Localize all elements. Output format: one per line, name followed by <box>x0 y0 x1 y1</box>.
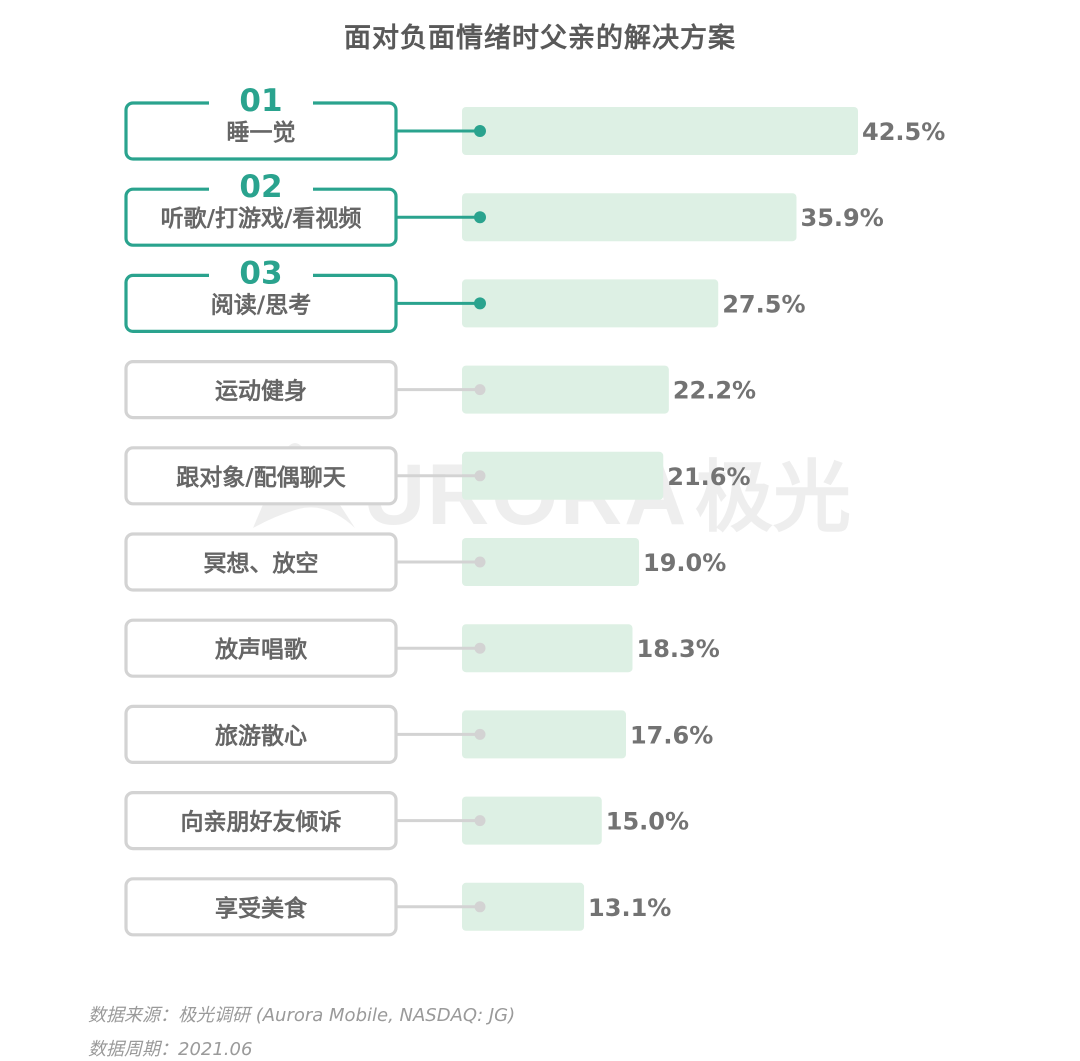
value-label: 22.2% <box>673 377 756 405</box>
connector-dot <box>474 901 486 913</box>
category-label: 享受美食 <box>215 895 308 922</box>
value-label: 13.1% <box>588 894 671 922</box>
value-label: 42.5% <box>862 118 945 146</box>
connector-dot <box>474 556 486 568</box>
category-label: 听歌/打游戏/看视频 <box>161 205 362 232</box>
rank-number: 02 <box>239 169 282 205</box>
rank-number: 01 <box>239 83 282 119</box>
connector-dot <box>474 728 486 740</box>
value-label: 27.5% <box>722 290 805 318</box>
chart-title: 面对负面情绪时父亲的解决方案 <box>344 23 736 54</box>
value-label: 17.6% <box>630 721 713 749</box>
value-label: 21.6% <box>667 463 750 491</box>
connector-dot <box>474 384 486 396</box>
rank-number: 03 <box>239 255 282 291</box>
value-label: 19.0% <box>643 549 726 577</box>
bar <box>462 279 719 328</box>
data-period-note: 数据周期：2021.06 <box>88 1039 253 1060</box>
category-label: 跟对象/配偶聊天 <box>176 464 346 491</box>
bar <box>462 796 602 845</box>
bar <box>462 538 640 586</box>
category-label: 冥想、放空 <box>204 550 319 577</box>
connector-dot <box>474 211 486 224</box>
bar <box>462 624 633 673</box>
category-label: 向亲朋好友倾诉 <box>181 809 342 836</box>
data-source-note: 数据来源：极光调研 (Aurora Mobile, NASDAQ: JG) <box>88 1005 516 1026</box>
rank-gap <box>209 173 313 198</box>
connector-dot <box>474 642 486 654</box>
bar <box>462 193 797 242</box>
category-label: 睡一觉 <box>227 120 296 146</box>
category-label: 旅游散心 <box>215 722 307 749</box>
rank-gap <box>209 87 313 111</box>
bar <box>462 882 585 931</box>
bar <box>462 451 664 500</box>
value-label: 18.3% <box>637 635 720 663</box>
category-label: 运动健身 <box>215 378 307 405</box>
category-label: 阅读/思考 <box>211 292 311 318</box>
rank-gap <box>209 259 313 284</box>
value-label: 15.0% <box>606 808 689 836</box>
bar <box>462 365 669 414</box>
connector-dot <box>474 815 486 827</box>
bar <box>462 107 858 155</box>
bar <box>462 710 626 759</box>
connector-dot <box>474 470 486 482</box>
category-label: 放声唱歌 <box>214 636 308 663</box>
connector-dot <box>474 125 486 137</box>
value-label: 35.9% <box>801 204 884 232</box>
connector-dot <box>474 297 486 310</box>
